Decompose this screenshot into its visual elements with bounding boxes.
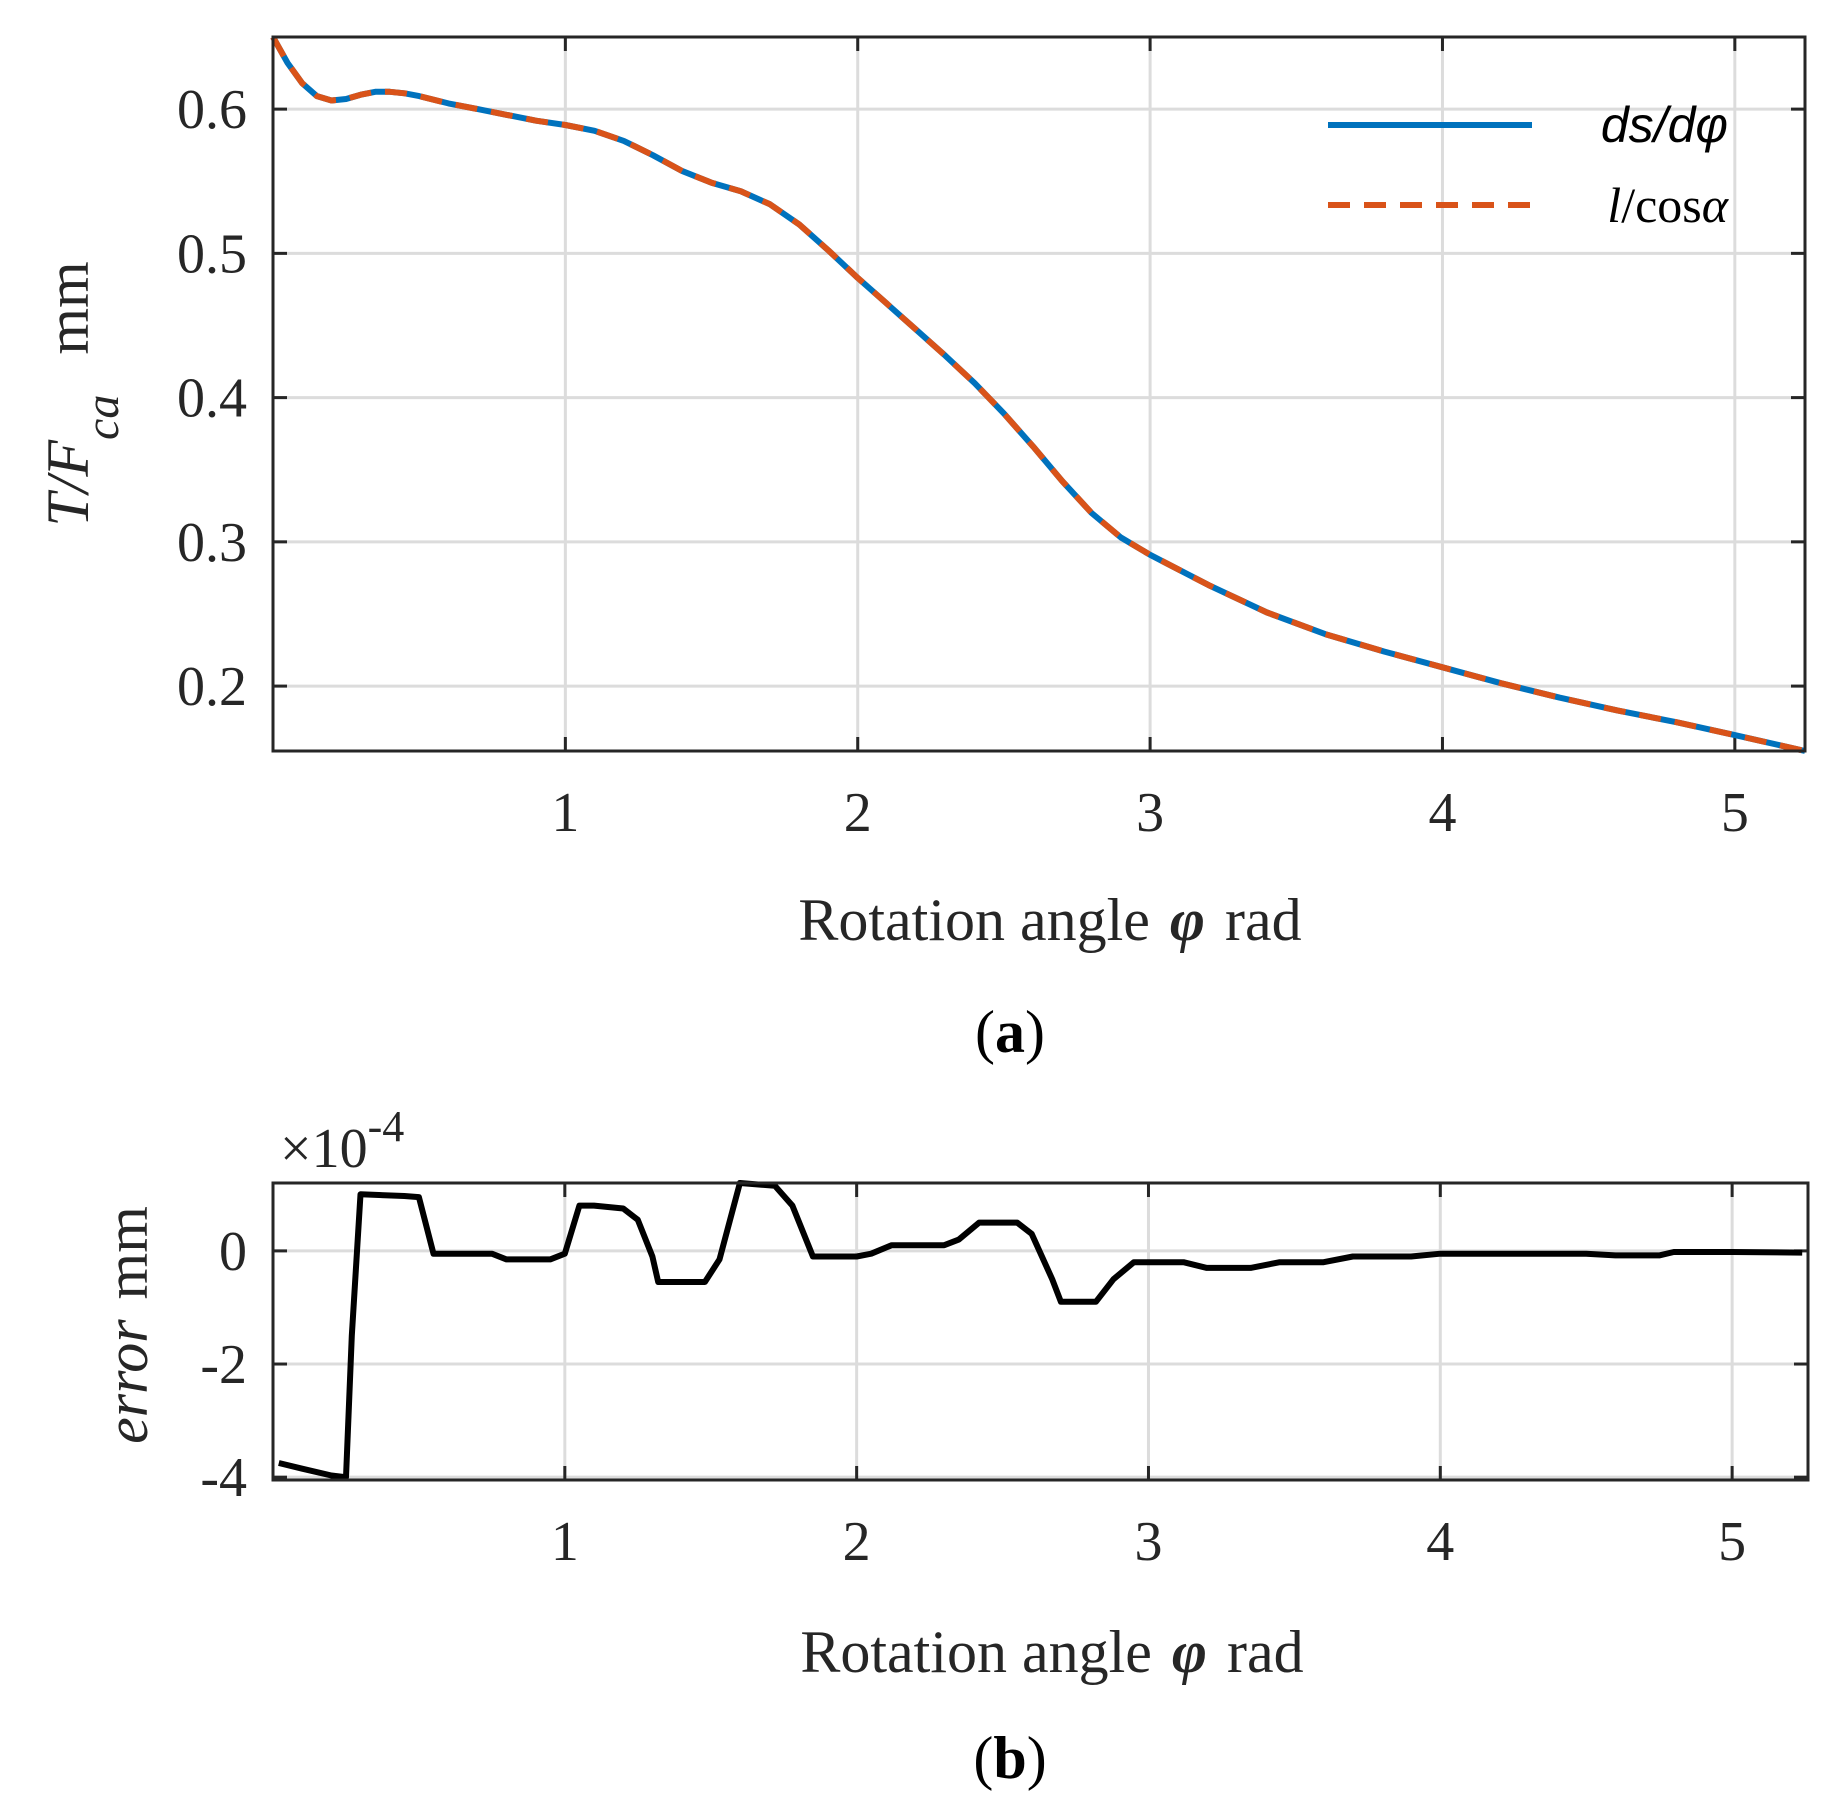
panel-b-xtick-label-1: 2: [843, 1511, 871, 1573]
panel-a-caption: (a): [975, 999, 1045, 1065]
panel-b-ylabel-unit: mm: [94, 1206, 160, 1299]
panel-b-axes-frame: [271, 1181, 1810, 1482]
panel-a-xtick-label-1: 2: [844, 782, 872, 844]
panel-b-ylabel-main: error: [94, 1319, 160, 1444]
panel-b: 1 2 3 4 5-4-20 ×10-4 Rotation angle φ rad erro…: [94, 1102, 1810, 1791]
panel-a-series-line-l-cos: [270, 35, 1806, 754]
panel-a-ticks: 1 2 3 4 5 0.2 0.3 0.4 0.5 0.6: [177, 37, 1805, 844]
panel-b-caption-letter: b: [993, 1725, 1026, 1791]
panel-b-exponent-label: ×10-4: [280, 1102, 404, 1180]
panel-a-series-line-ds-d: [270, 35, 1806, 754]
panel-b-y-axis-label: error mm: [94, 1206, 160, 1444]
panel-a-ytick-label-1: 0.3: [177, 512, 247, 574]
panel-b-ytick-label-2: 0: [219, 1221, 247, 1283]
panel-a-y-axis-label: T/Fca mm: [35, 261, 129, 526]
panel-b-xtick-label-3: 4: [1426, 1511, 1454, 1573]
panel-a-grid: [273, 37, 1805, 751]
legend-label-ds-dphi: ds/dφ: [1601, 97, 1728, 153]
panel-a-xtick-label-2: 3: [1136, 782, 1164, 844]
panel-b-ytick-label-1: -2: [200, 1334, 247, 1396]
panel-b-ytick-label-0: -4: [200, 1447, 247, 1509]
panel-a-ytick-label-4: 0.6: [177, 79, 247, 141]
legend-label-alpha: α: [1702, 177, 1730, 233]
panel-b-grid: [273, 1183, 1808, 1480]
legend-label-cos: /cos: [1621, 177, 1702, 233]
panel-b-xtick-label-2: 3: [1134, 1511, 1162, 1573]
panel-a: 1 2 3 4 5 0.2 0.3 0.4 0.5 0.6 ds/dφ l/cosα Rotati…: [35, 35, 1807, 1065]
panel-a-xtick-label-0: 1: [551, 782, 579, 844]
panel-a-ytick-label-0: 0.2: [177, 656, 247, 718]
panel-b-x-axis-label: Rotation angle φ rad: [800, 1619, 1303, 1685]
panel-b-series: [278, 1180, 1803, 1481]
panel-b-xlabel-symbol: φ: [1172, 1619, 1207, 1685]
panel-b-caption: (b): [973, 1725, 1046, 1791]
panel-b-xlabel-text: Rotation angle: [800, 1619, 1152, 1685]
panel-a-caption-open: (: [975, 999, 995, 1065]
panel-b-ticks: 1 2 3 4 5 -4 -2 0: [200, 1183, 1808, 1573]
panel-b-xtick-label-4: 5: [1718, 1511, 1746, 1573]
panel-a-legend: ds/dφ l/cosα: [1328, 97, 1730, 233]
panel-a-axes-frame: [271, 35, 1807, 753]
panel-a-xlabel-symbol: φ: [1170, 887, 1205, 953]
panel-a-caption-letter: a: [995, 999, 1025, 1065]
panel-a-ytick-label-3: 0.5: [177, 223, 247, 285]
panel-b-caption-open: (: [973, 1725, 993, 1791]
panel-b-xlabel-unit: rad: [1227, 1619, 1304, 1685]
panel-b-xtick-label-0: 1: [551, 1511, 579, 1573]
legend-label-l-cos-alpha: l/cosα: [1607, 177, 1729, 233]
panel-b-caption-close: ): [1027, 1725, 1047, 1791]
panel-a-caption-close: ): [1025, 999, 1045, 1065]
panel-b-exponent-base: ×10: [280, 1118, 368, 1180]
panel-b-exponent-power: -4: [368, 1102, 405, 1151]
panel-a-x-axis-label: Rotation angle φ rad: [798, 887, 1301, 953]
panel-a-xlabel-unit: rad: [1225, 887, 1302, 953]
legend-label-l: l: [1607, 177, 1621, 233]
panel-a-xtick-label-4: 5: [1721, 782, 1749, 844]
panel-a-ylabel-main: T/F: [35, 439, 101, 527]
panel-a-ytick-label-2: 0.4: [177, 368, 247, 430]
panel-a-ylabel-unit: mm: [35, 261, 101, 354]
panel-b-series-line-error: [278, 1180, 1803, 1481]
panel-a-xtick-label-3: 4: [1428, 782, 1456, 844]
panel-a-series: [270, 35, 1806, 754]
panel-a-ylabel-sub: ca: [76, 395, 129, 440]
panel-a-xlabel-text: Rotation angle: [798, 887, 1150, 953]
